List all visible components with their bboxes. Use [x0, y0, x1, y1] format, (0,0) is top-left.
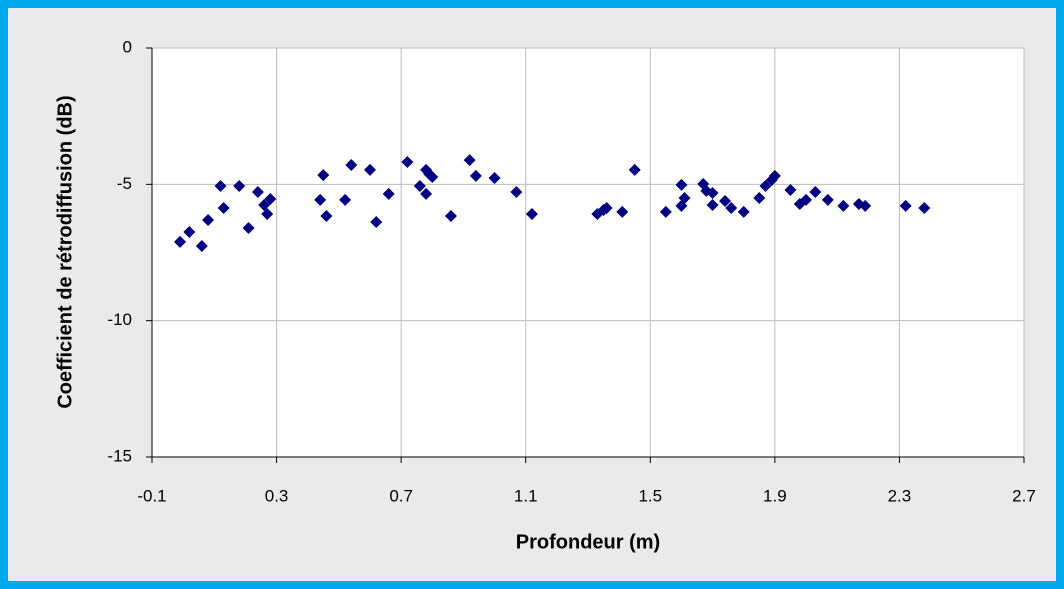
point — [675, 178, 688, 191]
y-axis-label: Coefficient de rétrodiffusion (dB) — [54, 95, 76, 408]
point — [202, 214, 215, 227]
x-tick-label: 2.7 — [1012, 486, 1036, 505]
point — [217, 202, 230, 215]
x-tick-label: 1.9 — [763, 486, 787, 505]
point — [401, 155, 414, 168]
point — [488, 172, 501, 185]
point — [784, 184, 797, 197]
point — [809, 185, 822, 198]
point — [317, 169, 330, 182]
point — [339, 193, 352, 206]
x-tick-label: -0.1 — [137, 486, 166, 505]
point — [899, 199, 912, 212]
x-tick-label: 2.3 — [888, 486, 912, 505]
point — [413, 179, 426, 192]
point — [918, 202, 931, 215]
y-tick-label: 0 — [123, 37, 132, 56]
point — [706, 199, 719, 212]
x-tick-label: 1.5 — [638, 486, 662, 505]
point — [261, 208, 274, 221]
x-tick-label: 0.7 — [389, 486, 413, 505]
plot-area — [152, 48, 1024, 457]
point — [444, 209, 457, 222]
point — [600, 202, 613, 215]
point — [837, 199, 850, 212]
point — [659, 205, 672, 218]
point — [725, 202, 738, 215]
point — [314, 193, 327, 206]
point — [183, 226, 196, 239]
x-tick-label: 0.3 — [265, 486, 289, 505]
point — [242, 221, 255, 234]
point — [719, 194, 732, 207]
point — [320, 209, 333, 222]
point — [233, 179, 246, 192]
point — [706, 187, 719, 200]
point — [768, 169, 781, 182]
point — [370, 215, 383, 228]
point — [426, 170, 439, 183]
point — [463, 154, 476, 167]
point — [258, 199, 271, 212]
point — [821, 193, 834, 206]
y-tick-label: -10 — [107, 310, 132, 329]
point — [759, 179, 772, 192]
point — [174, 235, 187, 248]
point — [345, 158, 358, 171]
point — [737, 205, 750, 218]
x-axis-label: Profondeur (m) — [516, 531, 660, 553]
point — [469, 169, 482, 182]
point — [510, 185, 523, 198]
point — [264, 193, 277, 206]
point — [628, 163, 641, 176]
point — [859, 199, 872, 212]
point — [214, 179, 227, 192]
point — [382, 187, 395, 200]
point — [800, 193, 812, 206]
point — [420, 187, 433, 200]
point — [251, 185, 264, 198]
point — [195, 239, 208, 252]
y-tick-label: -5 — [117, 174, 132, 193]
point — [753, 191, 766, 204]
y-tick-label: -15 — [107, 446, 132, 465]
point — [525, 208, 538, 221]
point — [616, 205, 629, 218]
point — [364, 163, 376, 176]
x-tick-label: 1.1 — [514, 486, 538, 505]
point — [678, 191, 691, 204]
